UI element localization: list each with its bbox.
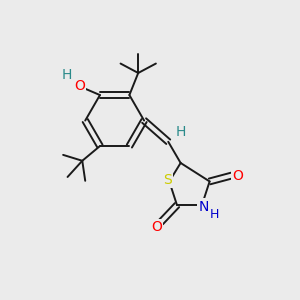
Text: O: O xyxy=(232,169,243,182)
Text: H: H xyxy=(210,208,219,221)
Text: S: S xyxy=(164,173,172,187)
Text: H: H xyxy=(62,68,72,82)
Text: H: H xyxy=(176,125,186,139)
Text: O: O xyxy=(74,79,85,93)
Text: N: N xyxy=(198,200,208,214)
Text: O: O xyxy=(151,220,162,234)
